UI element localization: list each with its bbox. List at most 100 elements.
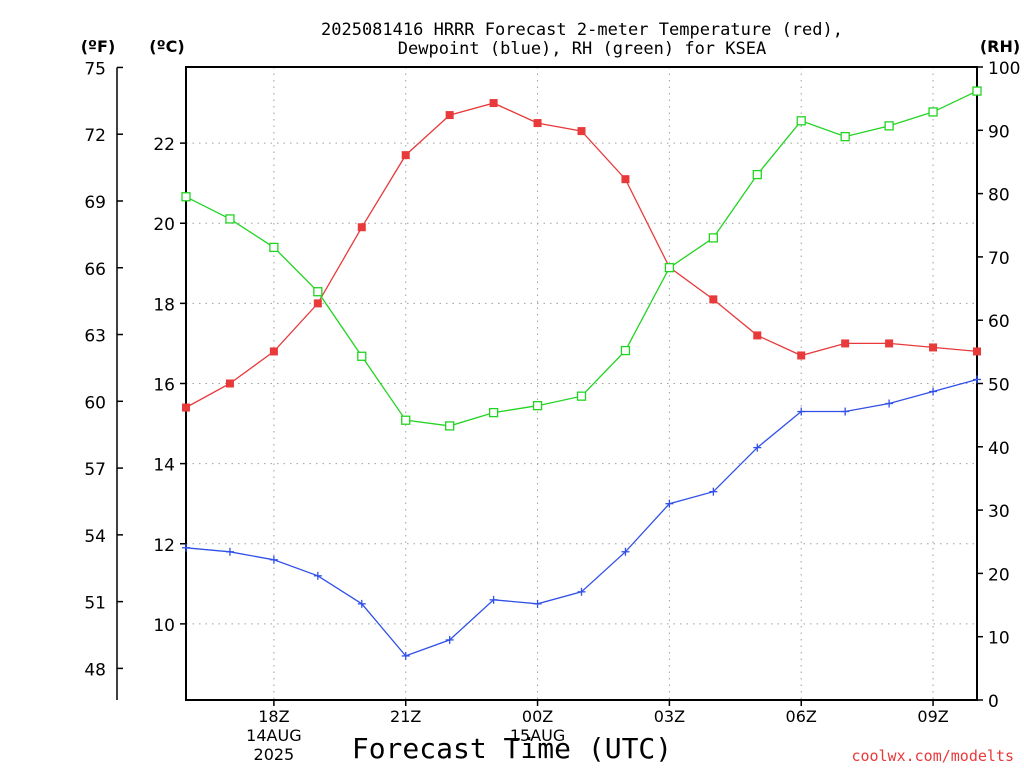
x-tick-date-label: 15AUG: [510, 726, 565, 745]
celsius-tick-label: 18: [153, 295, 175, 315]
rh-point: [620, 345, 631, 356]
temperature-point: [797, 351, 806, 360]
rh-tick-label: 20: [988, 565, 1010, 585]
dewpoint-point: [621, 547, 630, 556]
temperature-point: [973, 347, 981, 356]
fahrenheit-tick-label: 57: [84, 460, 106, 480]
dewpoint-point: [445, 635, 454, 644]
rh-point: [708, 233, 718, 243]
grid-lines: [186, 67, 977, 700]
rh-tick-label: 60: [988, 312, 1010, 332]
rh-point: [752, 169, 762, 180]
plot-frame: [185, 66, 978, 701]
rh-point: [313, 287, 323, 297]
rh-tick-label: 10: [988, 629, 1010, 649]
celsius-unit-label: (ºC): [149, 37, 184, 56]
temperature-point: [313, 299, 322, 308]
rh-point: [840, 131, 850, 142]
dewpoint-point: [577, 587, 586, 596]
series-layer: [181, 86, 982, 660]
rh-tick-label: 100: [988, 59, 1020, 79]
rh-point: [401, 415, 411, 425]
chart-title-line-2: Dewpoint (blue), RH (green) for KSEA: [398, 39, 766, 59]
temperature-point: [533, 119, 542, 128]
rh-point: [445, 421, 455, 431]
temperature-point: [753, 331, 762, 340]
x-axis-label: Forecast Time (UTC): [352, 732, 672, 765]
rh-point: [928, 107, 938, 117]
temperature-point: [225, 379, 234, 388]
temperature-point: [885, 339, 894, 348]
rh-unit-label: (RH): [980, 37, 1020, 56]
x-tick-label: 21Z: [390, 707, 421, 726]
rh-point: [225, 214, 235, 224]
x-tick-label: 00Z: [522, 707, 553, 726]
rh-tick-label: 50: [988, 376, 1010, 396]
rh-point: [972, 86, 982, 96]
fahrenheit-tick-label: 66: [84, 260, 106, 280]
temperature-point: [182, 403, 190, 412]
rh-point: [357, 351, 367, 361]
celsius-tick-label: 16: [153, 376, 175, 396]
rh-point: [664, 263, 675, 273]
dewpoint-point: [269, 555, 278, 564]
rh-point: [576, 391, 587, 401]
temperature-point: [269, 347, 278, 356]
temperature-point: [489, 99, 498, 108]
dewpoint-point: [709, 487, 718, 496]
x-tick-label: 03Z: [654, 707, 685, 726]
dewpoint-point: [753, 443, 762, 452]
rh-point: [532, 401, 543, 411]
fahrenheit-tick-label: 63: [84, 327, 106, 347]
celsius-tick-label: 20: [153, 215, 175, 235]
fahrenheit-tick-label: 69: [84, 193, 106, 213]
dewpoint-point: [225, 547, 234, 556]
dewpoint-line: [185, 378, 978, 657]
temperature-point: [577, 127, 586, 136]
celsius-tick-label: 22: [153, 135, 175, 155]
rh-tick-label: 80: [988, 186, 1010, 206]
rh-tick-label: 30: [988, 502, 1010, 522]
temperature-point: [401, 151, 410, 160]
rh-tick-label: 90: [988, 122, 1010, 142]
celsius-tick-label: 14: [153, 456, 175, 476]
rh-point: [884, 121, 894, 131]
axes: 10 12 14 16 18 20 22 48 51 54 57 60 63 66 69 72 75 0 10 20 3…: [84, 59, 1020, 764]
celsius-tick-label: 12: [153, 536, 175, 556]
temperature-point: [929, 343, 938, 352]
dewpoint-point: [182, 543, 190, 552]
temperature-point: [709, 295, 718, 304]
rh-line: [185, 90, 978, 427]
fahrenheit-tick-label: 54: [84, 527, 106, 547]
rh-point: [488, 407, 499, 418]
dewpoint-point: [929, 387, 938, 396]
fahrenheit-unit-label: (ºF): [81, 37, 116, 56]
temperature-point: [621, 175, 630, 184]
dewpoint-point: [885, 399, 894, 408]
x-tick-label: 18Z: [258, 707, 289, 726]
temperature-point: [357, 223, 366, 232]
chart-title-line-1: 2025081416 HRRR Forecast 2-meter Tempera…: [321, 20, 843, 40]
rh-tick-label: 70: [988, 249, 1010, 269]
x-tick-date-label: 14AUG: [246, 726, 301, 745]
dewpoint-point: [401, 651, 410, 660]
dewpoint-point: [665, 499, 674, 508]
rh-point: [181, 192, 191, 202]
rh-tick-label: 40: [988, 439, 1010, 459]
temperature-point: [445, 111, 454, 120]
x-tick-label: 06Z: [786, 707, 817, 726]
dewpoint-point: [841, 407, 850, 416]
dewpoint-point: [357, 599, 366, 608]
rh-point: [269, 242, 279, 253]
x-tick-label: 09Z: [917, 707, 948, 726]
dewpoint-point: [489, 595, 498, 604]
temperature-line: [185, 102, 978, 409]
watermark: coolwx.com/modelts: [851, 747, 1014, 765]
dewpoint-point: [973, 375, 981, 384]
rh-tick-label: 0: [988, 692, 999, 712]
dewpoint-point: [533, 599, 542, 608]
dewpoint-point: [797, 407, 806, 416]
fahrenheit-tick-label: 75: [84, 59, 106, 79]
fahrenheit-tick-label: 72: [84, 126, 106, 146]
fahrenheit-tick-label: 48: [84, 660, 106, 680]
